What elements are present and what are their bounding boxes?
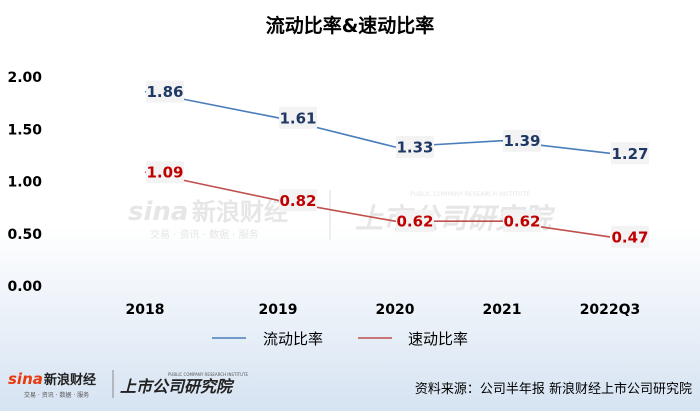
watermark-brand-cn: 新浪财经 — [192, 198, 288, 226]
legend: 流动比率 速动比率 — [212, 330, 468, 348]
data-label-box — [396, 136, 434, 159]
footer-brand-cn: 新浪财经 — [44, 372, 96, 388]
source-note: 资料来源：公司半年报 新浪财经上市公司研究院 — [415, 381, 692, 397]
data-label: 0.62 — [396, 213, 433, 231]
x-tick-label: 2021 — [483, 302, 522, 318]
watermark-institute-en: PUBLIC COMPANY RESEARCH INSTITUTE — [410, 191, 530, 198]
axes: 0.00 0.50 1.00 1.50 2.00 2018 2019 2020 2021 2022… — [7, 70, 640, 318]
data-label-box — [503, 129, 541, 152]
data-label: 1.09 — [146, 164, 183, 182]
data-label-box — [503, 210, 541, 233]
y-tick-label: 2.00 — [7, 70, 42, 86]
legend-label-quick-ratio: 速动比率 — [408, 330, 468, 348]
y-tick-label: 1.50 — [7, 122, 42, 138]
watermark-brand-en: sina — [128, 197, 188, 227]
data-label-box — [611, 225, 649, 248]
y-tick-label: 0.50 — [7, 227, 42, 243]
data-label: 1.27 — [611, 145, 648, 163]
footer-institute: 上市公司研究院 — [120, 377, 235, 396]
data-label-box — [146, 80, 184, 103]
watermark-tagline: 交易 · 资讯 · 数据 · 服务 — [150, 228, 259, 241]
x-tick-label: 2020 — [376, 302, 415, 318]
data-label-box — [279, 106, 317, 129]
data-labels: 1.86 1.61 1.33 1.39 1.27 1.09 0.82 0.62 0.62 0.47 — [146, 80, 649, 248]
data-label-box — [611, 142, 649, 165]
footer: sina 新浪财经 交易 · 资讯 · 数据 · 服务 上市公司研究院 PUBL… — [8, 370, 692, 399]
footer-tagline: 交易 · 资讯 · 数据 · 服务 — [24, 391, 89, 399]
chart-title: 流动比率&速动比率 — [266, 14, 435, 37]
data-label: 0.82 — [279, 192, 316, 210]
footer-brand-en: sina — [8, 370, 43, 388]
data-label: 0.47 — [611, 228, 648, 246]
data-label: 1.33 — [396, 139, 433, 157]
data-label-box — [146, 161, 184, 184]
x-tick-label: 2018 — [126, 302, 165, 318]
y-tick-label: 0.00 — [7, 279, 42, 295]
legend-label-current-ratio: 流动比率 — [263, 330, 323, 348]
y-tick-label: 1.00 — [7, 175, 42, 191]
data-label-box — [279, 189, 317, 212]
data-label: 1.86 — [146, 83, 183, 101]
data-label: 0.62 — [503, 213, 540, 231]
x-tick-label: 2019 — [259, 302, 298, 318]
data-label: 1.39 — [503, 132, 540, 150]
footer-institute-en: PUBLIC COMPANY RESEARCH INSTITUTE — [168, 372, 248, 377]
data-label-box — [396, 210, 434, 233]
data-label: 1.61 — [279, 109, 316, 127]
x-tick-label: 2022Q3 — [580, 302, 641, 318]
